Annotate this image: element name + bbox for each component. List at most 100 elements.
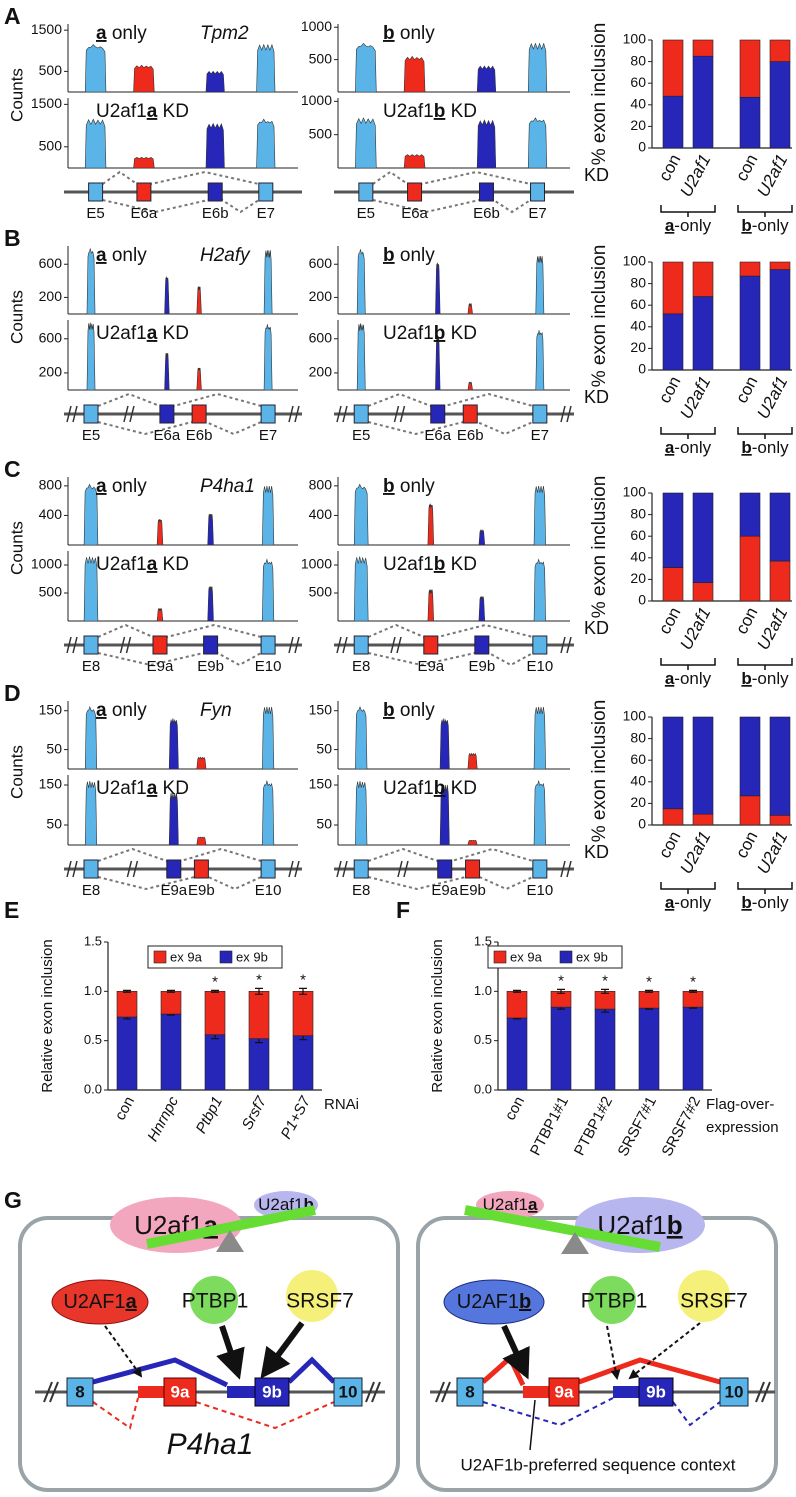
- annotation: U2AF1b-preferred sequence context: [461, 1455, 736, 1474]
- junction: [102, 199, 260, 214]
- exon: [423, 635, 439, 655]
- x-axis-label: KD: [584, 387, 609, 407]
- text-part: only: [395, 476, 436, 497]
- x-tick-label: PTBP1#1: [527, 1094, 572, 1159]
- gene-name: P4ha1: [167, 1428, 254, 1461]
- axis-break: [390, 636, 402, 654]
- coverage-peak: [355, 117, 377, 169]
- bar-segment: [682, 1006, 704, 1091]
- coverage-peak: [207, 513, 214, 546]
- junction: [367, 392, 534, 407]
- junction: [372, 170, 531, 185]
- y-tick-label: 1000: [301, 556, 332, 572]
- y-tick-label: 1500: [31, 21, 62, 37]
- axis-break: [288, 860, 300, 878]
- text-part: U2af1: [383, 778, 434, 799]
- bar-segment: [739, 795, 761, 826]
- y-tick-label: 40: [630, 96, 646, 112]
- coverage-peak: [196, 756, 207, 770]
- exon: [474, 635, 490, 655]
- exon-label: 10: [725, 1382, 744, 1401]
- factor-label: U2AF1a: [63, 1291, 137, 1313]
- exon: [136, 182, 152, 202]
- legend-box: [147, 945, 283, 969]
- exon: [532, 635, 548, 655]
- coverage-peak: [533, 558, 546, 622]
- bar-segment: [769, 560, 791, 602]
- text-part: KD: [157, 778, 189, 799]
- exon: [260, 404, 276, 424]
- exon: [478, 182, 494, 202]
- coverage-peak: [439, 718, 450, 770]
- text-part: -only: [674, 669, 711, 688]
- text-part: a: [147, 101, 158, 122]
- exon: [83, 404, 99, 424]
- y-axis-label: Counts: [7, 521, 26, 575]
- text-part: a: [665, 893, 675, 912]
- bar-segment: [769, 492, 791, 562]
- x-axis-label: RNAi: [324, 1096, 359, 1113]
- group-bracket: [737, 882, 793, 894]
- arrow: [501, 1324, 530, 1380]
- text-part: KD: [445, 101, 477, 122]
- y-tick-label: 150: [39, 701, 63, 717]
- exon: [203, 635, 219, 655]
- text-part: only: [107, 23, 148, 44]
- pointer-line: [529, 1399, 536, 1451]
- y-tick-label: 800: [39, 477, 63, 493]
- coverage-peak: [205, 122, 225, 169]
- exon-label: E5: [352, 427, 370, 444]
- bar-segment: [692, 813, 714, 826]
- track-label: b only: [383, 245, 435, 266]
- text-part: U2af1: [383, 101, 434, 122]
- bar-segment: [248, 991, 270, 1039]
- x-tick-label: con: [732, 604, 762, 637]
- factor-label: PTBP1: [182, 1290, 249, 1313]
- y-tick-label: 80: [630, 729, 646, 745]
- junction: [672, 1401, 721, 1427]
- exon-label: 8: [465, 1382, 474, 1401]
- junction: [482, 1397, 614, 1427]
- seesaw-bar: [146, 1205, 316, 1249]
- exon: [260, 635, 276, 655]
- text-part: -only: [674, 893, 711, 912]
- group-label: a-only: [665, 216, 712, 235]
- exon: [456, 1377, 484, 1407]
- exon-label: E10: [255, 658, 282, 675]
- junction: [287, 1356, 336, 1384]
- coverage-peak: [403, 55, 426, 93]
- arrow: [628, 1322, 701, 1380]
- coverage-peak: [527, 117, 548, 169]
- text-part: a: [147, 554, 158, 575]
- text-part: -only: [752, 438, 789, 457]
- exon-label: E6a: [131, 205, 158, 222]
- exon: [532, 859, 548, 879]
- x-axis-label: KD: [584, 618, 609, 638]
- group-label: b-only: [741, 669, 789, 688]
- exon-label: E9a: [431, 882, 458, 899]
- panel-label: A: [4, 3, 21, 29]
- error-bar: [167, 989, 175, 993]
- y-tick-label: 500: [39, 137, 63, 153]
- y-tick-label: 60: [630, 527, 646, 543]
- text-part: a: [665, 669, 675, 688]
- x-tick-label: con: [655, 828, 685, 861]
- y-axis-label: Counts: [7, 290, 26, 344]
- text-part: -only: [752, 216, 789, 235]
- coverage-peak: [86, 248, 96, 315]
- track-label: U2af1a KD: [96, 101, 189, 122]
- y-tick-label: 100: [623, 708, 647, 724]
- exon: [548, 1377, 580, 1407]
- x-tick-label: U2af1: [676, 151, 714, 200]
- axis-break: [126, 860, 139, 878]
- coverage-peak: [262, 558, 275, 622]
- text-part: a: [665, 438, 675, 457]
- exon-label: E6b: [457, 427, 484, 444]
- y-tick-label: 1.5: [474, 933, 492, 948]
- y-tick-label: 20: [630, 117, 646, 133]
- x-tick-label: con: [502, 1094, 528, 1123]
- exon-label: E6b: [202, 205, 229, 222]
- exon: [66, 1377, 94, 1407]
- coverage-peak: [427, 503, 435, 546]
